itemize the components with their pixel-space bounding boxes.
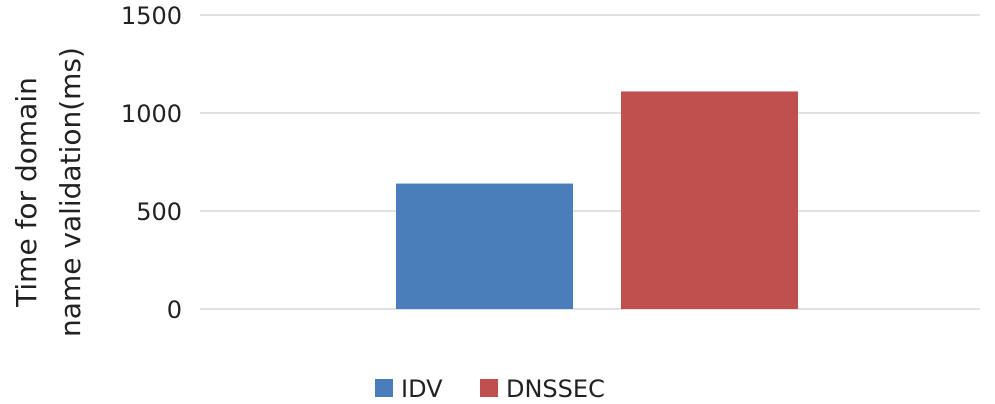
legend-label-idv: IDV [401,375,443,403]
y-tick-label-1500: 1500 [121,2,182,30]
y-axis-title-line1: Time for domain [10,77,43,308]
bar-idv [396,183,573,309]
bar-dnssec [621,91,798,309]
gridlines [200,14,980,310]
y-axis-title-line2: name validation(ms) [54,47,87,337]
y-tick-label-1000: 1000 [121,100,182,128]
y-tick-label-500: 500 [136,198,182,226]
y-axis-ticks: 0 500 1000 1500 [121,2,182,324]
legend-label-dnssec: DNSSEC [506,375,605,403]
y-tick-label-0: 0 [167,296,182,324]
legend: IDV DNSSEC [375,375,605,403]
bars [396,91,798,309]
legend-swatch-idv [375,379,393,397]
legend-swatch-dnssec [480,379,498,397]
